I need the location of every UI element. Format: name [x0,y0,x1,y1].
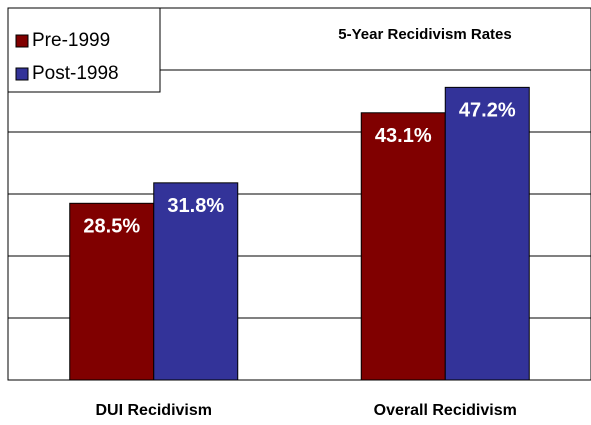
x-tick-label: Overall Recidivism [374,402,517,419]
chart-title: 5-Year Recidivism Rates [338,26,511,43]
value-label: 31.8% [167,195,224,217]
value-label: 47.2% [459,100,516,122]
x-tick-label: DUI Recidivism [96,402,212,419]
legend: Pre-1999 Post-1998 [7,7,161,93]
legend-swatch [15,34,29,48]
legend-swatch [15,67,29,81]
bar [153,182,239,381]
bar [69,202,155,381]
legend-label: Post-1998 [32,63,119,84]
value-label: 43.1% [375,125,432,147]
value-label: 28.5% [83,216,140,238]
legend-label: Pre-1999 [32,30,110,51]
bar [360,112,446,381]
legend-box [7,7,161,93]
bar [444,86,530,381]
bars: 28.5% 31.8% 43.1% 47.2% [69,86,530,381]
